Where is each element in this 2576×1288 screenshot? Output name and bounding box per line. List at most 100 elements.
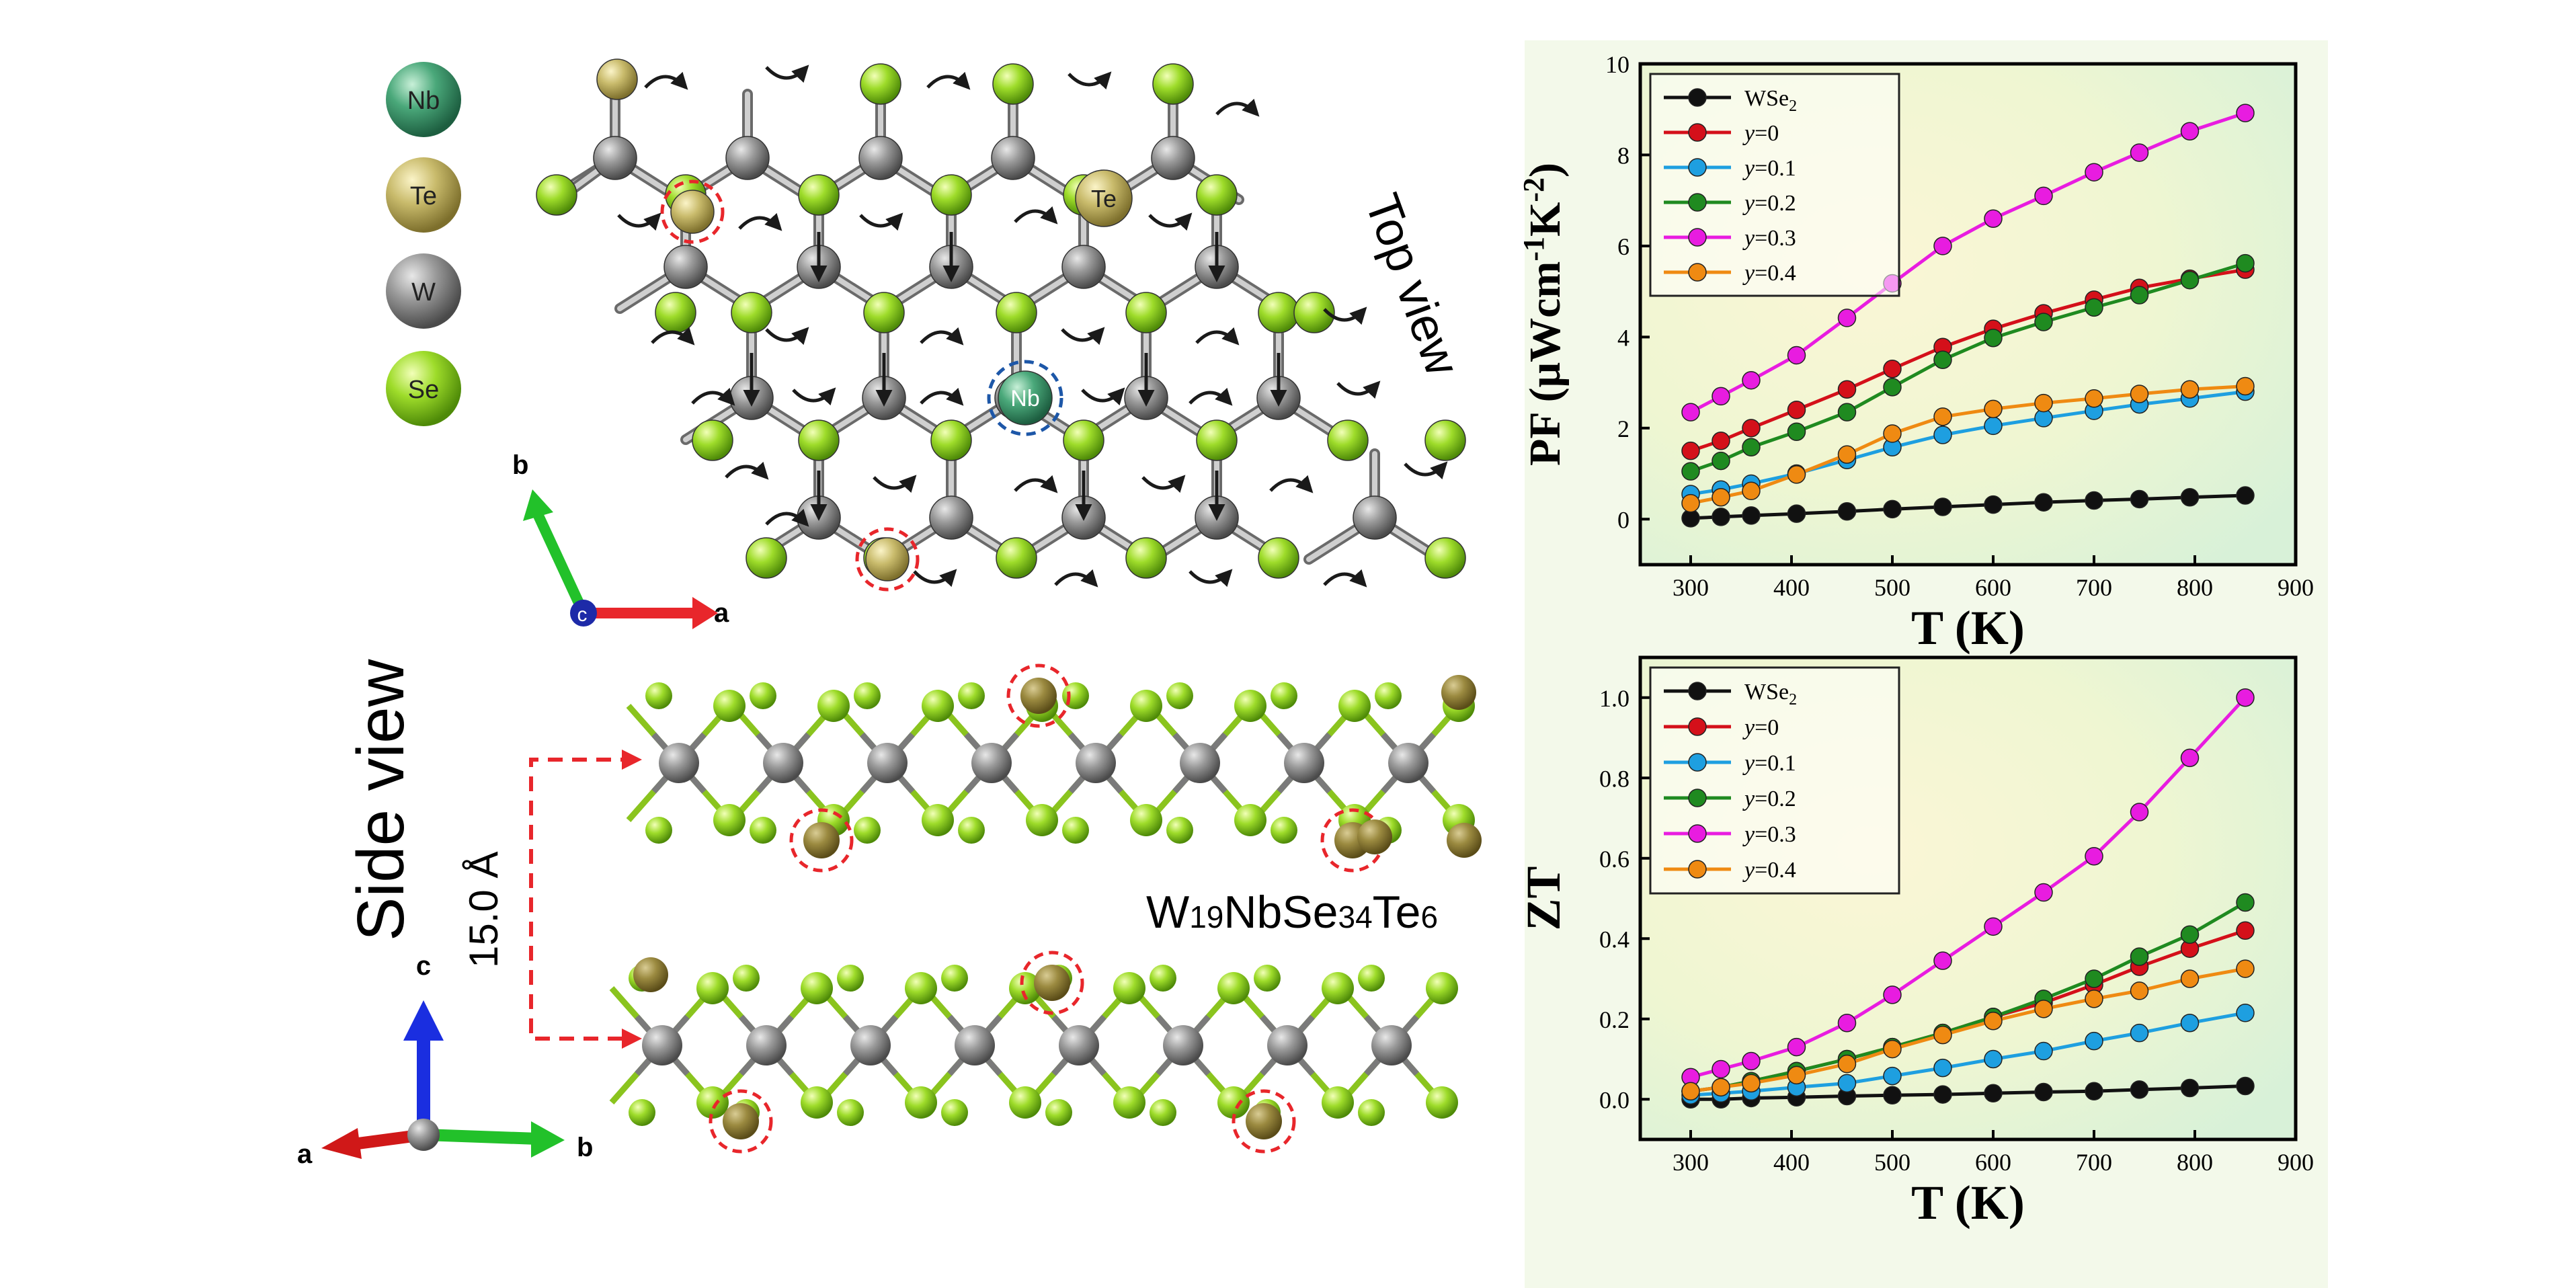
x-tick-label: 300	[1673, 1149, 1709, 1176]
data-point-WSe2	[1742, 506, 1761, 525]
legend-label-var: y	[1742, 121, 1755, 146]
legend-marker	[1688, 860, 1707, 879]
x-tick-label: 800	[2177, 1149, 2213, 1176]
atom-se	[801, 1086, 833, 1119]
legend-label-var: y	[1742, 156, 1755, 181]
data-point-WSe2	[2180, 488, 2200, 507]
side-axis-a-label: a	[297, 1139, 313, 1169]
atom-se	[1271, 682, 1297, 709]
data-point-y01	[2130, 1023, 2149, 1043]
legend-label: y=0.1	[1742, 156, 1796, 181]
migration-arrow	[1269, 475, 1314, 493]
legend-marker	[1688, 717, 1707, 736]
atom-w	[991, 136, 1035, 180]
legend-label: y=0.4	[1742, 261, 1796, 286]
atom-se	[941, 965, 968, 992]
legend-label: WSe2	[1744, 86, 1797, 115]
legend-label-sub: 2	[1789, 97, 1797, 115]
migration-arrow	[765, 327, 809, 346]
legend-atom-label: Se	[408, 376, 439, 404]
data-point-WSe2	[1712, 508, 1730, 526]
atom-w	[1180, 743, 1220, 783]
side-axis-a-head	[321, 1128, 362, 1159]
legend-atom-w	[386, 253, 461, 329]
legend-label-main: WSe	[1744, 680, 1789, 705]
data-point-y01	[2034, 1041, 2053, 1061]
side-axis-b-head	[531, 1121, 565, 1158]
data-point-y0	[1787, 400, 1806, 419]
atom-te	[1357, 819, 1392, 854]
atom-w	[725, 136, 770, 180]
data-point-y01	[2085, 1031, 2103, 1051]
legend-label-var: y	[1742, 226, 1755, 251]
data-point-y04	[1984, 1011, 2003, 1031]
atom-se	[941, 1099, 968, 1126]
data-point-y02	[2130, 947, 2149, 966]
data-point-y04	[1787, 1065, 1806, 1085]
legend-marker	[1688, 228, 1707, 247]
data-point-y03	[2130, 803, 2149, 821]
legend-label: y=0.1	[1742, 751, 1796, 776]
atom-se	[1125, 537, 1167, 579]
data-point-y03	[2130, 143, 2149, 162]
legend-label: y=0.3	[1742, 226, 1796, 251]
atom-w	[763, 743, 803, 783]
atom-te	[670, 190, 715, 234]
side-atoms	[629, 951, 1458, 1154]
migration-arrow	[644, 71, 688, 90]
formula-nb: Nb	[1223, 887, 1282, 938]
atom-se	[930, 419, 972, 461]
y-tick-label: 0.6	[1599, 846, 1629, 873]
atom-legend: Nb Te W Se	[386, 62, 461, 426]
atom-se	[1130, 690, 1162, 722]
formula-se: Se	[1282, 887, 1338, 938]
data-point-y04	[1984, 399, 2003, 419]
legend-label-var: y	[1742, 858, 1755, 883]
data-point-y04	[2085, 389, 2103, 408]
legend-atom-label: Te	[410, 182, 437, 210]
data-point-y03	[2236, 104, 2255, 122]
data-point-y03	[2180, 122, 2200, 140]
legend-label-val: =0.1	[1755, 751, 1796, 776]
data-point-y03	[2034, 186, 2053, 206]
data-point-WSe2	[1787, 504, 1806, 523]
data-point-y02	[1742, 438, 1761, 457]
top-axes: c b a	[512, 450, 729, 629]
data-point-WSe2	[1984, 495, 2003, 514]
atom-se	[1217, 972, 1250, 1004]
data-point-y04	[1837, 1054, 1857, 1074]
x-axis-label: T (K)	[1911, 601, 2025, 655]
data-point-WSe2	[1933, 497, 1952, 516]
data-point-y0	[1742, 419, 1761, 438]
atom-w	[1284, 743, 1324, 783]
atom-se	[817, 690, 850, 722]
atom-se	[1234, 690, 1266, 722]
migration-arrow	[1323, 307, 1367, 325]
y-tick-label: 0.4	[1599, 926, 1629, 953]
atom-se	[645, 682, 672, 709]
data-point-y03	[1933, 237, 1952, 255]
atom-se	[1150, 1099, 1176, 1126]
y-tick-label: 4	[1617, 324, 1629, 351]
atom-se	[1375, 682, 1402, 709]
legend-label-val: =0.3	[1755, 226, 1796, 251]
y-axis-label-mid: K	[1521, 202, 1570, 237]
migration-arrow	[1195, 327, 1240, 346]
data-point-WSe2	[2085, 1082, 2103, 1101]
plot-frame	[1638, 62, 2298, 567]
y-axis-label: ZT	[1517, 866, 1570, 930]
data-point-y0	[1837, 380, 1857, 399]
atom-se	[1009, 1086, 1041, 1119]
data-point-y01	[1883, 1066, 1902, 1086]
atom-se	[1125, 292, 1167, 333]
x-axis-label: T (K)	[1911, 1176, 2025, 1230]
y-axis-label-main: PF (μWcm	[1521, 261, 1570, 466]
data-point-y03	[1712, 387, 1730, 406]
formula-w-sub: 19	[1189, 899, 1223, 934]
legend-label: y=0	[1742, 715, 1779, 740]
side-bonds	[626, 704, 1461, 822]
atom-se	[629, 1099, 655, 1126]
legend-marker	[1688, 682, 1707, 700]
spacing-label: 15.0 Å	[461, 852, 506, 968]
te-substitution-marker	[855, 527, 920, 592]
